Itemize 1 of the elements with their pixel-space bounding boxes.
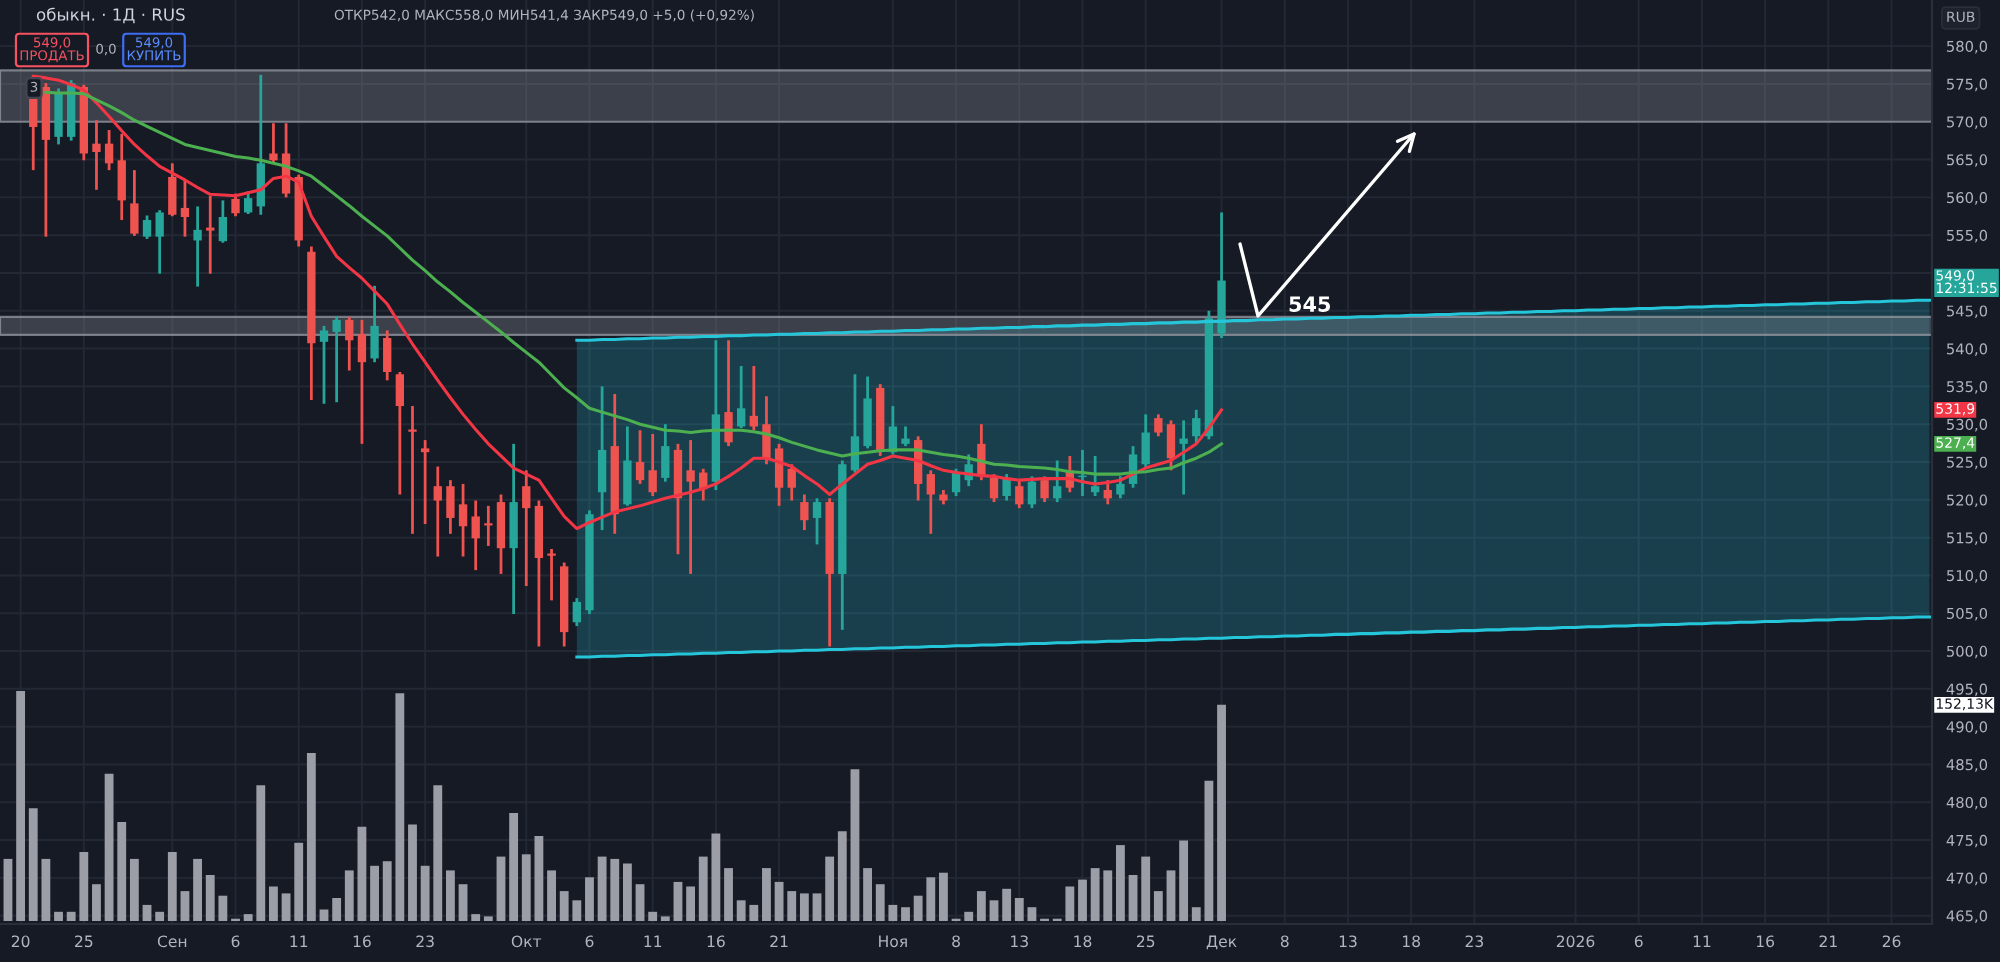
bar	[3, 858, 13, 921]
